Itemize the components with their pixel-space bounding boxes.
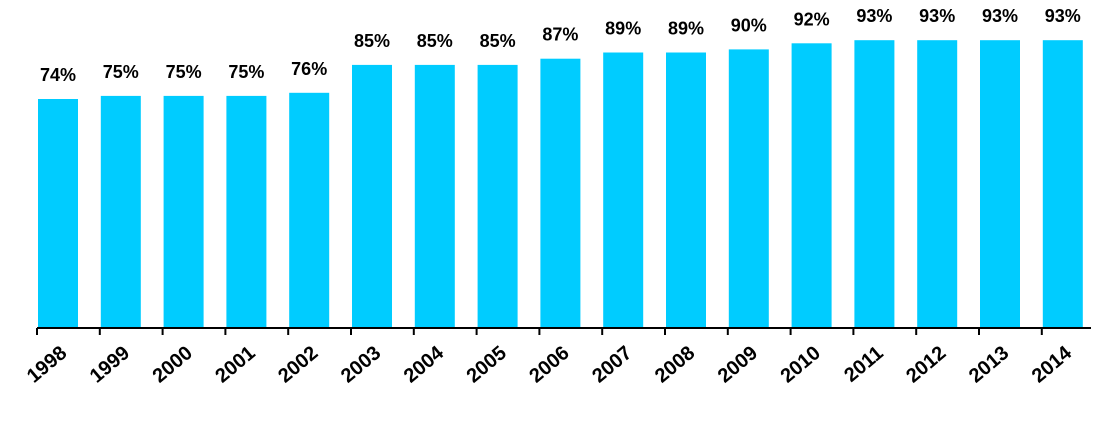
value-label-2005: 85%: [480, 31, 516, 51]
value-label-2001: 75%: [228, 62, 264, 82]
x-tick-label-2004: 2004: [400, 341, 449, 387]
x-tick-labels-group: 1998 1999 2000 2001 2002 2003 2004 2005 2006 2007…: [23, 341, 1077, 387]
bar-2001: [226, 95, 267, 329]
bar-1999: [100, 95, 141, 329]
x-tick-label-1998: 1998: [23, 342, 71, 387]
value-labels-group: 74% 75% 75% 75% 76% 85% 85% 85% 87% 89% 89% 90% 92% 9…: [40, 6, 1081, 85]
x-tick-label-2009: 2009: [714, 342, 762, 387]
value-label-2009: 90%: [731, 15, 767, 35]
value-label-2000: 75%: [166, 62, 202, 82]
x-tick-label-1999: 1999: [86, 342, 134, 387]
x-tick-label-2010: 2010: [777, 342, 825, 387]
bar-2014: [1042, 40, 1083, 328]
bar-1998: [38, 99, 78, 328]
bar-2000: [163, 95, 204, 329]
bar-2005: [477, 64, 518, 329]
x-tick-label-2001: 2001: [211, 342, 259, 387]
value-label-2008: 89%: [668, 19, 704, 39]
bar-2004: [414, 64, 455, 329]
value-label-1999: 75%: [103, 62, 139, 82]
value-label-2013: 93%: [982, 6, 1018, 26]
bar-2008: [666, 52, 706, 328]
bar-2011: [854, 40, 895, 328]
x-tick-label-2003: 2003: [337, 342, 385, 387]
value-label-2014: 93%: [1045, 6, 1081, 26]
bars-group: [38, 40, 1083, 329]
x-tick-label-2000: 2000: [149, 342, 197, 387]
x-tick-label-2006: 2006: [525, 342, 573, 387]
x-tick-label-2013: 2013: [965, 342, 1013, 387]
bar-2012: [917, 40, 958, 328]
x-tick-label-2005: 2005: [463, 342, 511, 387]
bar-2002: [289, 92, 330, 328]
value-label-1998: 74%: [40, 65, 76, 85]
bar-2009: [728, 49, 769, 329]
value-label-2002: 76%: [291, 59, 327, 79]
value-label-2012: 93%: [919, 6, 955, 26]
value-label-2011: 93%: [856, 6, 892, 26]
x-tick-label-2014: 2014: [1028, 341, 1077, 387]
x-tick-label-2011: 2011: [840, 342, 887, 387]
value-label-2003: 85%: [354, 31, 390, 51]
x-tick-label-2008: 2008: [651, 342, 699, 387]
x-axis: [36, 327, 1091, 335]
value-label-2007: 89%: [605, 19, 641, 39]
bar-2003: [352, 64, 392, 329]
value-label-2006: 87%: [542, 25, 578, 45]
bar-2007: [603, 52, 644, 328]
bar-2013: [980, 40, 1020, 328]
value-label-2004: 85%: [417, 31, 453, 51]
x-tick-label-2012: 2012: [902, 342, 950, 387]
x-tick-label-2002: 2002: [274, 342, 322, 387]
x-tick-label-2007: 2007: [588, 342, 636, 387]
value-label-2010: 92%: [794, 9, 830, 29]
bar-2010: [791, 43, 832, 329]
bar-2006: [540, 58, 581, 328]
